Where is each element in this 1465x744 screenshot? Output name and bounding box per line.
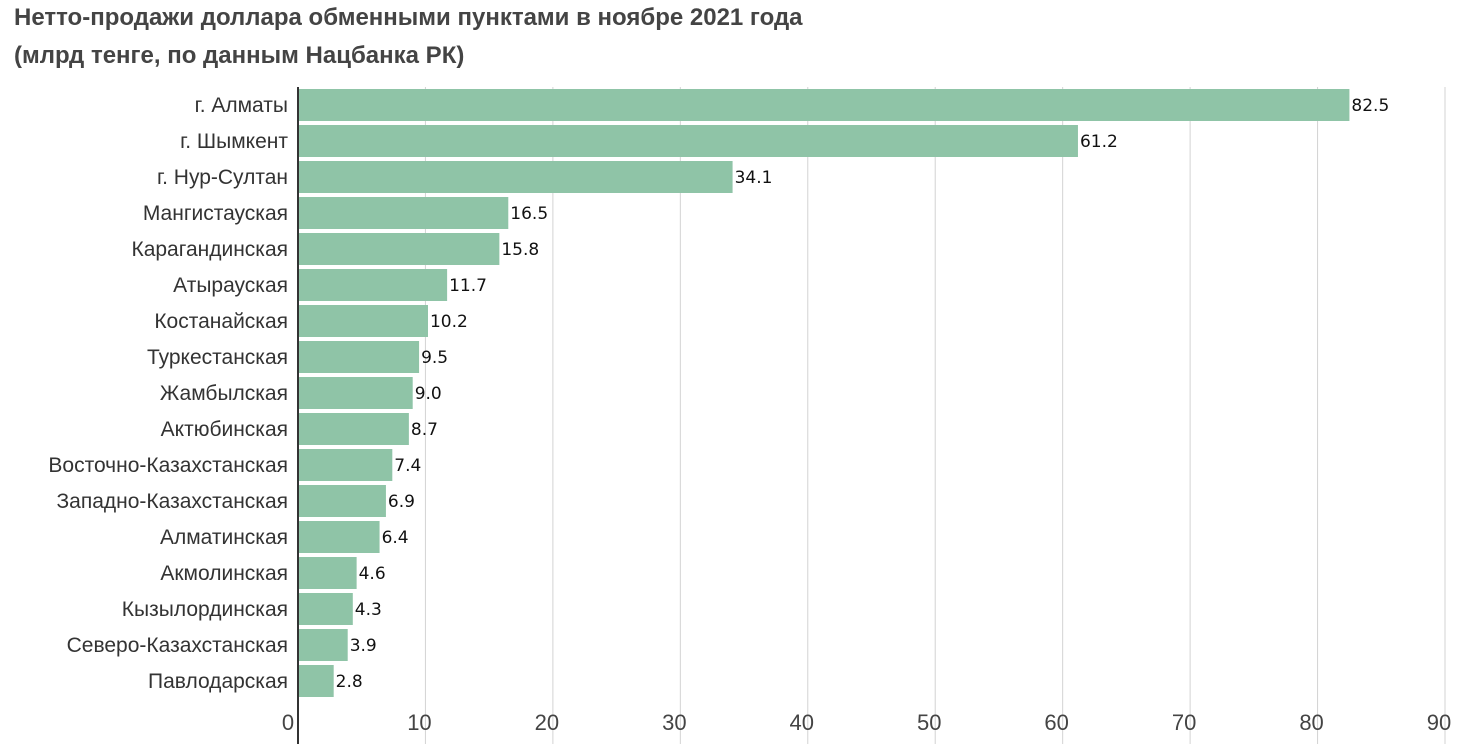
category-labels: г. Алматы г. Шымкент г. Нур-Султан Мангиста… — [48, 94, 288, 693]
bar — [298, 269, 448, 301]
value-label: 2.8 — [336, 672, 363, 692]
category-label: Жамбылская — [160, 382, 288, 405]
bar — [298, 593, 353, 625]
chart-subtitle: (млрд тенге, по данным Нацбанка РК) — [14, 42, 465, 69]
gridlines — [424, 87, 1446, 744]
value-label: 10.2 — [430, 312, 468, 332]
category-label: Западно-Казахстанская — [56, 490, 288, 513]
category-label: г. Шымкент — [180, 130, 288, 153]
bar — [298, 233, 500, 265]
value-label: 4.3 — [355, 600, 382, 620]
bar — [298, 197, 509, 229]
bar — [298, 413, 409, 445]
bar — [298, 161, 733, 193]
bar — [298, 89, 1350, 121]
bar — [298, 665, 334, 697]
bar — [298, 449, 393, 481]
category-label: Актюбинская — [161, 418, 288, 441]
x-tick-label: 90 — [1427, 710, 1451, 735]
value-label: 34.1 — [735, 168, 773, 188]
value-label: 15.8 — [501, 240, 539, 260]
value-label: 7.4 — [394, 456, 421, 476]
value-label: 61.2 — [1080, 132, 1118, 152]
x-tick-label: 80 — [1299, 710, 1323, 735]
bars — [298, 89, 1350, 697]
value-label: 6.4 — [382, 528, 409, 548]
bar — [298, 305, 428, 337]
chart-title: Нетто-продажи доллара обменными пунктами… — [14, 4, 803, 31]
category-label: Кызылординская — [122, 598, 288, 621]
bar — [298, 341, 420, 373]
category-label: Костанайская — [154, 310, 288, 333]
x-tick-label: 0 — [282, 710, 294, 735]
bar — [298, 485, 386, 517]
bar — [298, 521, 380, 553]
value-label: 3.9 — [350, 636, 377, 656]
value-label: 8.7 — [411, 420, 438, 440]
category-label: г. Нур-Султан — [157, 166, 288, 189]
category-label: Восточно-Казахстанская — [48, 454, 288, 477]
x-tick-label: 40 — [790, 710, 814, 735]
x-tick-labels: 0 10 20 30 40 50 60 70 80 90 — [282, 710, 1451, 735]
value-label: 11.7 — [449, 276, 487, 296]
x-tick-label: 50 — [917, 710, 941, 735]
bar — [298, 557, 357, 589]
value-label: 4.6 — [359, 564, 386, 584]
value-label: 82.5 — [1351, 96, 1389, 116]
category-label: г. Алматы — [195, 94, 288, 117]
category-label: Мангистауская — [143, 202, 288, 225]
category-label: Акмолинская — [160, 562, 288, 585]
value-label: 9.5 — [421, 348, 448, 368]
bar — [298, 629, 348, 661]
x-tick-label: 60 — [1044, 710, 1068, 735]
category-label: Туркестанская — [147, 346, 288, 369]
category-label: Северо-Казахстанская — [67, 634, 288, 657]
x-tick-label: 30 — [662, 710, 686, 735]
bar — [298, 377, 413, 409]
category-label: Карагандинская — [131, 238, 288, 261]
category-label: Атырауская — [173, 274, 288, 297]
value-label: 9.0 — [415, 384, 442, 404]
x-tick-label: 10 — [407, 710, 431, 735]
x-tick-label: 70 — [1172, 710, 1196, 735]
value-labels: 82.5 61.2 34.1 16.5 15.8 11.7 10.2 9.5 9.0 8.7 7.4… — [336, 96, 1390, 692]
x-tick-label: 20 — [535, 710, 559, 735]
category-label: Павлодарская — [148, 670, 288, 693]
bar — [298, 125, 1078, 157]
value-label: 6.9 — [388, 492, 415, 512]
value-label: 16.5 — [510, 204, 548, 224]
category-label: Алматинская — [160, 526, 288, 549]
